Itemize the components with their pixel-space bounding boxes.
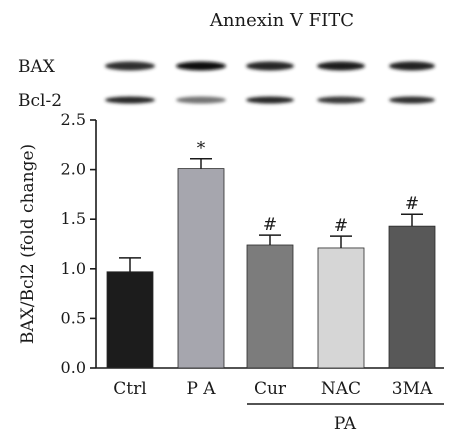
x-tick-label-4: 3MA [392,379,433,399]
chart-title: Annexin V FITC [209,10,354,31]
x-tick-labels: Ctrl P A Cur NAC 3MA [113,379,433,399]
y-tick-label-2: 1.0 [61,259,86,278]
y-axis: 0.0 0.5 1.0 1.5 2.0 2.5 [61,110,97,377]
x-tick-label-3: NAC [321,379,361,399]
significance-marker-4: # [405,194,419,214]
y-tick-label-4: 2.0 [61,160,86,179]
y-tick-label-1: 0.5 [61,308,86,327]
group-label: PA [334,414,357,434]
blot-band-1-4 [389,96,435,104]
significance-marker-1: * [197,139,206,159]
y-tick-label-5: 2.5 [61,110,86,129]
blot-row-label-0: BAX [18,57,56,77]
bar-1 [177,168,225,369]
x-tick-label-2: Cur [254,379,287,399]
blot-band-0-1 [176,61,226,71]
error-bars [119,157,423,272]
x-tick-label-1: P A [186,379,216,399]
group-bracket: PA [247,403,444,434]
bar-2 [246,244,294,369]
bar-series [106,168,436,369]
y-axis-label: BAX/Bcl2 (fold change) [18,144,38,344]
significance-marker-2: # [263,215,277,235]
significance-marker-3: # [334,216,348,236]
bar-3 [317,247,365,369]
blot-row-label-1: Bcl-2 [18,91,62,111]
significance-markers: * # # # [197,139,419,236]
blot-band-0-0 [105,61,155,71]
bar-0 [106,271,154,369]
blot-band-0-4 [389,61,435,71]
y-tick-label-0: 0.0 [61,358,86,377]
bar-4 [388,225,436,369]
western-blot-panel: BAX Bcl-2 [18,57,435,111]
blot-band-0-2 [246,61,294,71]
blot-band-1-3 [317,96,365,104]
x-tick-label-0: Ctrl [113,379,146,399]
y-tick-label-3: 1.5 [61,209,86,228]
blot-band-1-0 [105,96,155,104]
blot-band-0-3 [317,61,365,71]
blot-band-1-2 [246,96,294,104]
blot-band-1-1 [176,96,226,104]
